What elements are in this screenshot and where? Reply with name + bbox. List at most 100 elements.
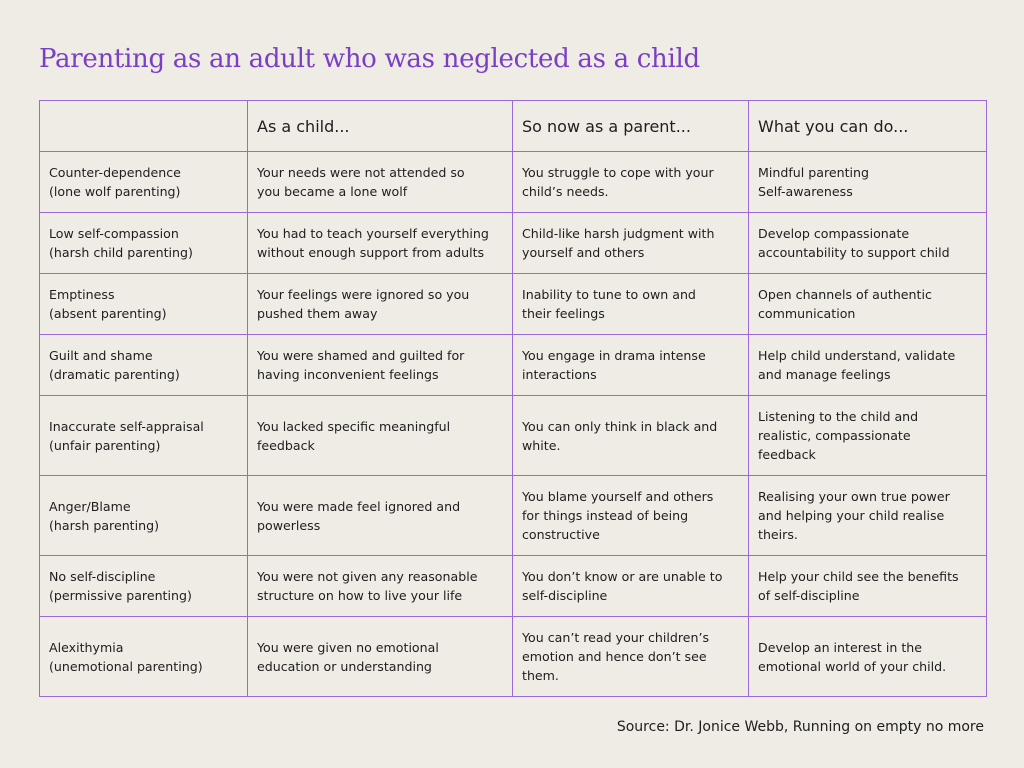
- cell-text-line: Inability to tune to own and: [522, 287, 696, 302]
- cell-text-line: realistic, compassionate: [758, 428, 911, 443]
- cell-text-line: Open channels of authentic: [758, 287, 932, 302]
- as-parent-cell: You engage in drama intense interactions: [512, 334, 749, 396]
- cell-text-line: Guilt and shame: [49, 348, 153, 363]
- cell-text-line: for things instead of being: [522, 508, 689, 523]
- cell-text-line: (absent parenting): [49, 306, 167, 321]
- cell-text-line: yourself and others: [522, 245, 645, 260]
- trait-cell: Emptiness (absent parenting): [39, 273, 248, 335]
- as-parent-cell: Inability to tune to own and their feelin…: [512, 273, 749, 335]
- cell-text-line: of self-discipline: [758, 588, 860, 603]
- table-row: Low self-compassion (harsh child parentin…: [39, 212, 987, 274]
- cell-text-line: You were given no emotional: [257, 639, 439, 655]
- header-as-a-child: As a child...: [247, 100, 513, 152]
- cell-text-line: (harsh child parenting): [49, 245, 193, 260]
- cell-text-line: interactions: [522, 367, 597, 382]
- as-parent-cell: You can only think in black and white.: [512, 395, 749, 476]
- trait-cell: Guilt and shame (dramatic parenting): [39, 334, 248, 396]
- source-citation: Source: Dr. Jonice Webb, Running on empt…: [616, 719, 984, 735]
- table-row: Inaccurate self-appraisal (unfair parenti…: [39, 395, 987, 476]
- cell-text-line: Child-like harsh judgment with: [522, 226, 715, 241]
- cell-text-line: and helping your child realise: [758, 508, 945, 523]
- cell-text-line: You were made feel ignored and: [257, 498, 461, 514]
- header-what-you-can-do: What you can do...: [748, 100, 987, 152]
- table-header-row: As a child... So now as a parent... What…: [39, 100, 987, 152]
- as-child-cell: You had to teach yourself everything with…: [247, 212, 513, 274]
- cell-text-line: feedback: [257, 437, 315, 453]
- header-cell-empty: [39, 100, 248, 152]
- what-to-do-cell: Realising your own true power and helping…: [748, 475, 987, 556]
- cell-text-line: feedback: [758, 447, 816, 462]
- cell-text-line: Develop compassionate: [758, 226, 910, 241]
- cell-text-line: (harsh parenting): [49, 517, 160, 533]
- cell-text-line: Self-awareness: [758, 184, 853, 199]
- what-to-do-cell: Help child understand, validate and manag…: [748, 334, 987, 396]
- page-title: Parenting as an adult who was neglected …: [39, 44, 700, 74]
- as-parent-cell: Child-like harsh judgment with yourself a…: [512, 212, 749, 274]
- cell-text-line: Your feelings were ignored so you: [257, 287, 470, 302]
- cell-text-line: You struggle to cope with your: [522, 165, 714, 180]
- cell-text-line: Help child understand, validate: [758, 348, 956, 363]
- cell-text-line: Develop an interest in the: [758, 639, 923, 655]
- cell-text-line: constructive: [522, 527, 600, 542]
- cell-text-line: You were shamed and guilted for: [257, 348, 465, 363]
- cell-text-line: Low self-compassion: [49, 226, 179, 241]
- cell-text-line: Help your child see the benefits: [758, 569, 959, 584]
- cell-text-line: You blame yourself and others: [522, 489, 714, 504]
- as-parent-cell: You blame yourself and others for things …: [512, 475, 749, 556]
- table-row: Counter-dependence (lone wolf parenting) Y…: [39, 151, 987, 213]
- cell-text-line: powerless: [257, 517, 321, 533]
- as-parent-cell: You don’t know or are unable to self-disc…: [512, 555, 749, 617]
- table-row: Alexithymia (unemotional parenting) You we…: [39, 616, 987, 697]
- what-to-do-cell: Help your child see the benefits of self-…: [748, 555, 987, 617]
- cell-text-line: You were not given any reasonable: [257, 569, 478, 584]
- cell-text-line: (dramatic parenting): [49, 367, 180, 382]
- cell-text-line: child’s needs.: [522, 184, 609, 199]
- cell-text-line: emotion and hence don’t see: [522, 649, 707, 664]
- cell-text-line: (lone wolf parenting): [49, 184, 181, 199]
- trait-cell: Low self-compassion (harsh child parentin…: [39, 212, 248, 274]
- trait-cell: Alexithymia (unemotional parenting): [39, 616, 248, 697]
- cell-text-line: pushed them away: [257, 306, 378, 321]
- cell-text-line: education or understanding: [257, 658, 432, 674]
- table-row: Emptiness (absent parenting) Your feelings…: [39, 273, 987, 335]
- cell-text-line: You don’t know or are unable to: [522, 569, 723, 584]
- cell-text-line: You can’t read your children’s: [522, 630, 710, 645]
- cell-text-line: No self-discipline: [49, 569, 156, 584]
- as-child-cell: You were given no emotional education or …: [247, 616, 513, 697]
- as-child-cell: You were made feel ignored and powerless: [247, 475, 513, 556]
- cell-text-line: You lacked specific meaningful: [257, 418, 451, 434]
- what-to-do-cell: Develop compassionate accountability to s…: [748, 212, 987, 274]
- cell-text-line: Mindful parenting: [758, 165, 870, 180]
- cell-text-line: (unemotional parenting): [49, 658, 203, 674]
- cell-text-line: You engage in drama intense: [522, 348, 706, 363]
- cell-text-line: you became a lone wolf: [257, 184, 408, 199]
- as-child-cell: Your needs were not attended so you becam…: [247, 151, 513, 213]
- header-as-a-parent: So now as a parent...: [512, 100, 749, 152]
- as-parent-cell: You struggle to cope with your child’s ne…: [512, 151, 749, 213]
- cell-text-line: their feelings: [522, 306, 605, 321]
- trait-cell: Anger/Blame (harsh parenting): [39, 475, 248, 556]
- cell-text-line: Alexithymia: [49, 639, 124, 655]
- cell-text-line: Realising your own true power: [758, 489, 950, 504]
- cell-text-line: Inaccurate self-appraisal: [49, 418, 204, 434]
- cell-text-line: having inconvenient feelings: [257, 367, 439, 382]
- cell-text-line: Your needs were not attended so: [257, 165, 465, 180]
- cell-text-line: You had to teach yourself everything: [257, 226, 489, 241]
- cell-text-line: communication: [758, 306, 856, 321]
- trait-cell: No self-discipline (permissive parenting): [39, 555, 248, 617]
- cell-text-line: (permissive parenting): [49, 588, 192, 603]
- comparison-table: As a child... So now as a parent... What…: [39, 100, 987, 697]
- cell-text-line: accountability to support child: [758, 245, 950, 260]
- cell-text-line: white.: [522, 437, 561, 453]
- cell-text-line: them.: [522, 668, 559, 683]
- trait-cell: Inaccurate self-appraisal (unfair parenti…: [39, 395, 248, 476]
- what-to-do-cell: Mindful parenting Self-awareness: [748, 151, 987, 213]
- cell-text-line: emotional world of your child.: [758, 658, 947, 674]
- cell-text-line: (unfair parenting): [49, 437, 161, 453]
- table-row: No self-discipline (permissive parenting)…: [39, 555, 987, 617]
- trait-cell: Counter-dependence (lone wolf parenting): [39, 151, 248, 213]
- cell-text-line: Emptiness: [49, 287, 115, 302]
- table-row: Anger/Blame (harsh parenting) You were mad…: [39, 475, 987, 556]
- as-child-cell: Your feelings were ignored so you pushed …: [247, 273, 513, 335]
- as-child-cell: You lacked specific meaningful feedback: [247, 395, 513, 476]
